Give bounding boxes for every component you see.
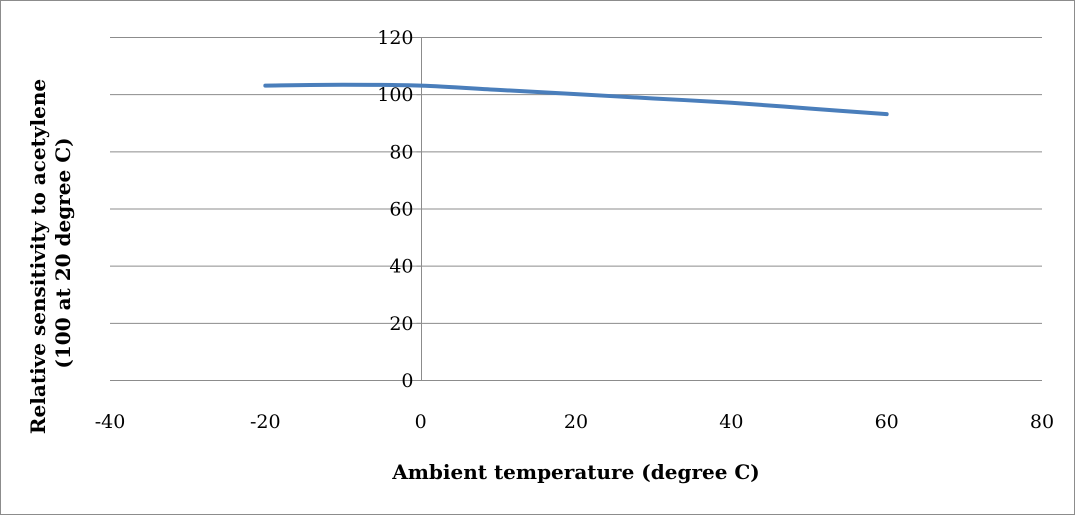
gridlines: [110, 37, 1042, 324]
series-group: [263, 82, 889, 117]
series-line-1: [263, 82, 889, 117]
y-tick-label-120: 120: [377, 27, 413, 49]
y-axis-title: Relative sensitivity to acetylene (100 a…: [26, 72, 75, 434]
x-tick-label-20: 20: [564, 411, 588, 433]
x-tick-label-80: 80: [1030, 411, 1054, 433]
y-tick-label-80: 80: [389, 141, 413, 163]
y-axis-title-line-2: (100 at 20 degree C): [51, 137, 75, 368]
x-tick-label-60: 60: [875, 411, 899, 433]
x-tick-label-40: 40: [719, 411, 743, 433]
x-tick-label-0: 0: [415, 411, 427, 433]
axes: [110, 37, 1042, 381]
x-tick-label--40: -40: [95, 411, 126, 433]
y-tick-label-100: 100: [377, 84, 413, 106]
x-tick-labels: -40 -20 0 20 40 60 80: [95, 411, 1054, 433]
y-tick-label-0: 0: [401, 370, 413, 392]
y-tick-label-60: 60: [389, 199, 413, 221]
y-tick-label-40: 40: [389, 256, 413, 278]
x-tick-label--20: -20: [250, 411, 281, 433]
x-axis-title: Ambient temperature (degree C): [391, 460, 760, 484]
y-axis-title-line-1: Relative sensitivity to acetylene: [26, 79, 50, 434]
y-tick-labels: 0 20 40 60 80 100 120: [377, 27, 413, 392]
y-tick-label-20: 20: [389, 313, 413, 335]
